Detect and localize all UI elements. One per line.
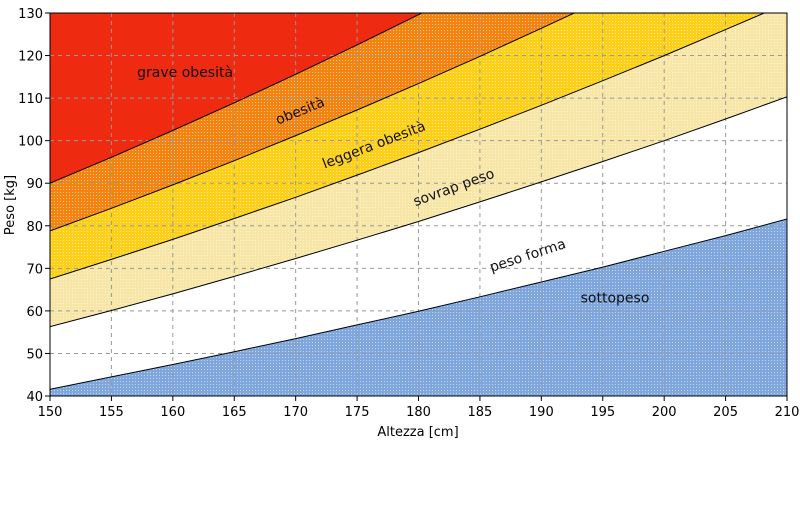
x-tick-label: 200 (652, 405, 677, 420)
boundary-line (50, 13, 576, 232)
y-tick-label: 80 (26, 220, 43, 235)
y-tick-label: 130 (18, 7, 43, 22)
y-tick-label: 60 (26, 305, 43, 320)
x-tick-label: 205 (713, 405, 738, 420)
y-tick-label: 70 (26, 262, 43, 277)
x-tick-label: 210 (775, 405, 800, 420)
x-tick-label: 160 (160, 405, 185, 420)
x-tick-label: 180 (406, 405, 431, 420)
zone-peso-forma (50, 96, 787, 390)
zone-label: sottopeso (581, 290, 650, 306)
boundary-line (50, 96, 787, 328)
x-tick-label: 175 (345, 405, 370, 420)
boundary-lines-layer (50, 13, 787, 390)
x-tick-label: 185 (468, 405, 493, 420)
ticks-layer: 150 155 160 165 170 175 180 185 190 195 200 205 210 4… (18, 7, 799, 420)
y-tick-label: 50 (26, 347, 43, 362)
y-tick-label: 100 (18, 135, 43, 150)
boundary-line (50, 218, 787, 390)
boundary-line (50, 13, 423, 184)
zone-label: grave obesità (137, 65, 233, 81)
x-axis-label: Altezza [cm] (377, 425, 458, 440)
x-tick-label: 165 (222, 405, 247, 420)
y-tick-label: 90 (26, 177, 43, 192)
zone-obesit-texture (50, 13, 575, 231)
x-tick-label: 195 (590, 405, 615, 420)
y-tick-label: 40 (26, 390, 43, 405)
grid-layer (50, 13, 787, 396)
x-tick-label: 150 (38, 405, 63, 420)
y-axis-label: Peso [kg] (3, 175, 18, 235)
x-tick-label: 170 (283, 405, 308, 420)
zone-leggera-obesit-texture (50, 13, 765, 279)
boundary-line (50, 13, 766, 280)
x-tick-label: 190 (529, 405, 554, 420)
x-tick-label: 155 (99, 405, 124, 420)
y-tick-label: 110 (18, 92, 43, 107)
y-tick-label: 120 (18, 50, 43, 65)
